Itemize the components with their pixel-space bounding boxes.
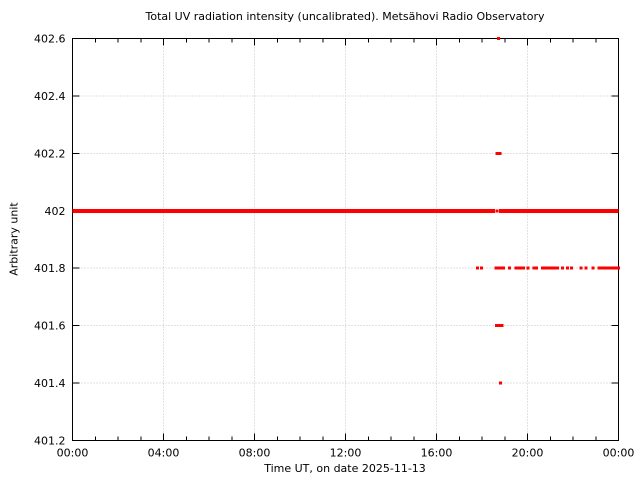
x-tick-label: 00:00 [57,447,89,460]
x-tick-label: 00:00 [603,447,635,460]
data-point [599,266,603,270]
chart-title: Total UV radiation intensity (uncalibrat… [145,10,545,23]
data-point [617,266,620,270]
data-point [597,266,601,270]
x-tick-label: 16:00 [421,447,453,460]
x-tick-label: 20:00 [512,447,544,460]
data-point [532,266,536,270]
x-tick-label: 08:00 [239,447,271,460]
data-point [579,266,583,270]
y-tick-label: 402.6 [34,33,66,46]
data-point [607,266,611,270]
data-point [508,266,512,270]
data-point [495,324,499,328]
data-point [569,266,573,270]
data-point [551,266,555,270]
y-tick-label: 401.6 [34,320,66,333]
x-axis-label: Time UT, on date 2025-11-13 [264,462,426,475]
data-point [535,266,539,270]
data-point [500,324,504,328]
y-tick-label: 402 [45,205,66,218]
y-tick-label: 401.4 [34,377,66,390]
data-point [548,266,552,270]
data-point [497,266,501,270]
data-point [566,266,570,270]
data-point [499,266,503,270]
data-point [614,266,618,270]
data-point [495,151,499,155]
data-point [516,266,520,270]
data-point [609,266,613,270]
data-point [502,266,506,270]
y-tick-label: 401.8 [34,262,66,275]
data-point [602,266,606,270]
data-point [526,266,530,270]
data-point [541,266,545,270]
data-point [497,324,501,328]
data-point [543,266,547,270]
x-tick-label: 12:00 [330,447,362,460]
data-point [612,266,616,270]
y-tick-label: 401.2 [34,435,66,448]
y-tick-label: 402.4 [34,90,66,103]
data-point [497,37,501,40]
data-point [475,266,479,270]
y-axis-label: Arbitrary unit [7,202,21,276]
data-point [480,266,484,270]
y-tick-label: 402.2 [34,147,66,160]
data-point [519,266,523,270]
data-point [495,209,499,213]
data-point [553,266,557,270]
data-point [521,266,525,270]
data-point [561,266,565,270]
data-point [514,266,518,270]
data-point [584,266,588,270]
data-point [494,266,498,270]
data-point [556,266,560,270]
data-point [604,266,608,270]
data-point [546,266,550,270]
x-tick-label: 04:00 [148,447,180,460]
data-point [498,381,502,385]
data-point [591,266,595,270]
data-point [498,151,502,155]
